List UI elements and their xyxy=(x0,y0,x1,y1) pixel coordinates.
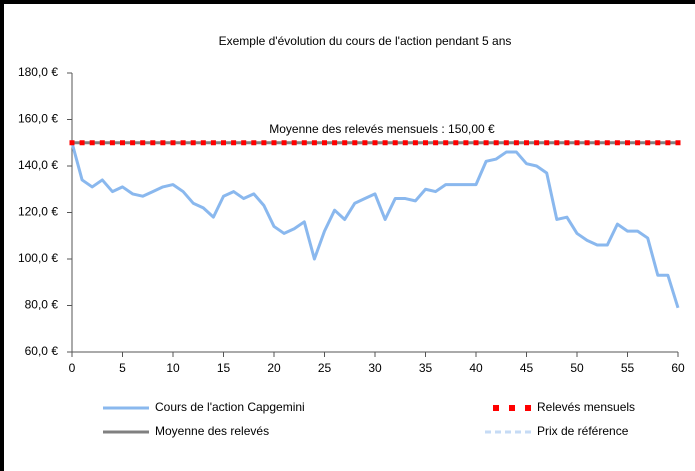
x-tick-label: 25 xyxy=(318,361,332,375)
marker xyxy=(635,140,641,146)
marker xyxy=(534,140,540,146)
marker xyxy=(503,140,509,146)
y-tick-label: 60,0 € xyxy=(25,344,59,358)
y-tick-label: 160,0 € xyxy=(18,112,58,126)
legend-label: Cours de l'action Capgemini xyxy=(155,400,305,414)
marker xyxy=(443,140,449,146)
marker xyxy=(463,140,469,146)
marker xyxy=(140,140,146,146)
marker xyxy=(412,140,418,146)
x-tick-label: 50 xyxy=(570,361,584,375)
x-tick-label: 55 xyxy=(621,361,635,375)
marker xyxy=(130,140,136,146)
marker xyxy=(109,140,115,146)
marker xyxy=(493,140,499,146)
marker xyxy=(453,140,459,146)
marker xyxy=(614,140,620,146)
x-tick-label: 45 xyxy=(520,361,534,375)
marker xyxy=(332,140,338,146)
marker xyxy=(473,140,479,146)
marker xyxy=(362,140,368,146)
marker xyxy=(675,140,681,146)
border-top xyxy=(0,0,695,4)
marker xyxy=(69,140,75,146)
marker xyxy=(190,140,196,146)
marker xyxy=(150,140,156,146)
marker xyxy=(544,140,550,146)
marker xyxy=(231,140,237,146)
legend-label: Relevés mensuels xyxy=(537,400,635,414)
legend-label: Moyenne des relevés xyxy=(155,424,269,438)
y-tick-label: 100,0 € xyxy=(18,251,58,265)
series-line xyxy=(70,142,680,309)
legend-marker xyxy=(493,405,499,411)
x-tick-label: 35 xyxy=(419,361,433,375)
x-tick-label: 5 xyxy=(119,361,126,375)
marker xyxy=(372,140,378,146)
marker xyxy=(180,140,186,146)
x-tick-label: 20 xyxy=(267,361,281,375)
marker xyxy=(342,140,348,146)
marker xyxy=(594,140,600,146)
x-tick-label: 40 xyxy=(469,361,483,375)
x-tick-label: 0 xyxy=(69,361,76,375)
marker xyxy=(382,140,388,146)
marker xyxy=(433,140,439,146)
marker xyxy=(524,140,529,146)
marker xyxy=(170,140,176,146)
marker xyxy=(241,140,247,146)
marker xyxy=(352,140,358,146)
marker xyxy=(604,140,610,146)
y-tick-label: 140,0 € xyxy=(18,158,58,172)
marker xyxy=(251,140,257,146)
marker xyxy=(89,140,95,146)
marker xyxy=(554,140,560,146)
x-tick-label: 30 xyxy=(368,361,382,375)
marker xyxy=(423,140,428,146)
marker xyxy=(645,140,651,146)
marker xyxy=(160,140,166,146)
marker xyxy=(261,140,267,146)
marker xyxy=(281,140,287,146)
marker xyxy=(584,140,590,146)
chart-title: Exemple d'évolution du cours de l'action… xyxy=(219,34,512,48)
x-tick-label: 15 xyxy=(217,361,231,375)
y-tick-label: 80,0 € xyxy=(25,298,59,312)
marker xyxy=(574,140,580,146)
border-left xyxy=(0,0,4,471)
x-tick-label: 10 xyxy=(166,361,180,375)
marker xyxy=(311,140,317,146)
y-tick-label: 180,0 € xyxy=(18,65,58,79)
marker xyxy=(291,140,297,146)
marker xyxy=(392,140,398,146)
marker xyxy=(271,140,277,146)
marker xyxy=(564,140,570,146)
marker xyxy=(483,140,489,146)
marker xyxy=(120,140,125,146)
marker xyxy=(402,140,408,146)
legend-marker xyxy=(509,405,515,411)
marker xyxy=(221,140,226,146)
marker xyxy=(322,140,327,146)
legend-label: Prix de référence xyxy=(537,424,629,438)
marker xyxy=(301,140,307,146)
x-tick-label: 60 xyxy=(671,361,685,375)
y-tick-label: 120,0 € xyxy=(18,205,58,219)
marker xyxy=(79,140,85,146)
annotation: Moyenne des relevés mensuels : 150,00 € xyxy=(269,122,495,136)
marker xyxy=(665,140,671,146)
marker xyxy=(513,140,519,146)
marker xyxy=(200,140,206,146)
marker xyxy=(99,140,105,146)
marker xyxy=(210,140,216,146)
marker xyxy=(625,140,630,146)
marker xyxy=(655,140,661,146)
legend-marker xyxy=(525,405,531,411)
